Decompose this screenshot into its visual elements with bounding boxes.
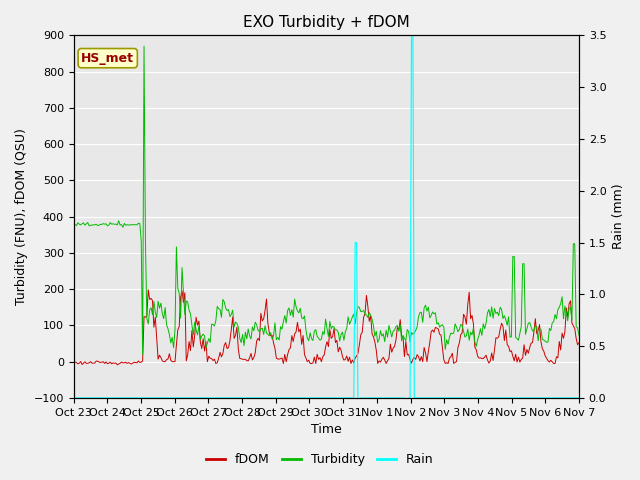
Legend: fDOM, Turbidity, Rain: fDOM, Turbidity, Rain	[201, 448, 439, 471]
Text: HS_met: HS_met	[81, 52, 134, 65]
Y-axis label: Turbidity (FNU), fDOM (QSU): Turbidity (FNU), fDOM (QSU)	[15, 128, 28, 305]
X-axis label: Time: Time	[311, 423, 342, 436]
Title: EXO Turbidity + fDOM: EXO Turbidity + fDOM	[243, 15, 410, 30]
Y-axis label: Rain (mm): Rain (mm)	[612, 184, 625, 250]
